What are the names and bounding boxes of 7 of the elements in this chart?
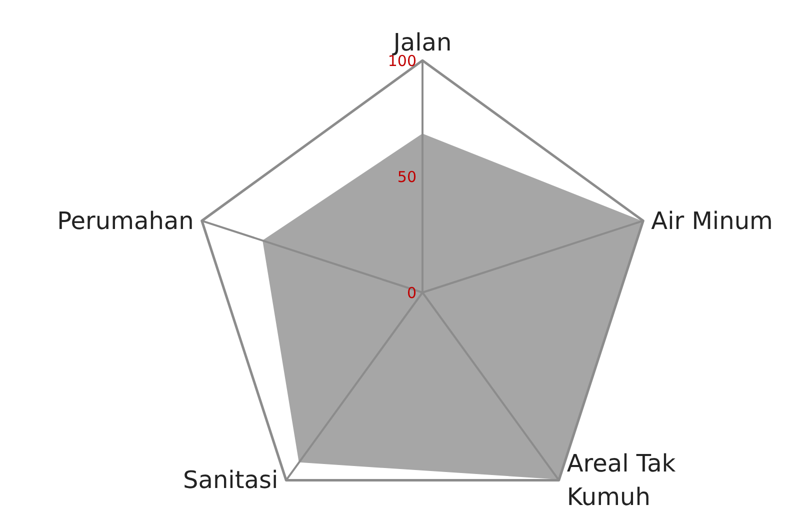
spoke-label: Air Minum [651, 206, 773, 235]
spoke-label: Perumahan [57, 206, 194, 235]
spoke-label: Areal Tak Kumuh [566, 449, 676, 511]
y-tick-label: 0 [406, 284, 417, 302]
spoke-label: Sanitasi [183, 466, 278, 494]
spoke-label: Jalan [391, 28, 452, 56]
y-tick-label: 50 [397, 168, 417, 186]
